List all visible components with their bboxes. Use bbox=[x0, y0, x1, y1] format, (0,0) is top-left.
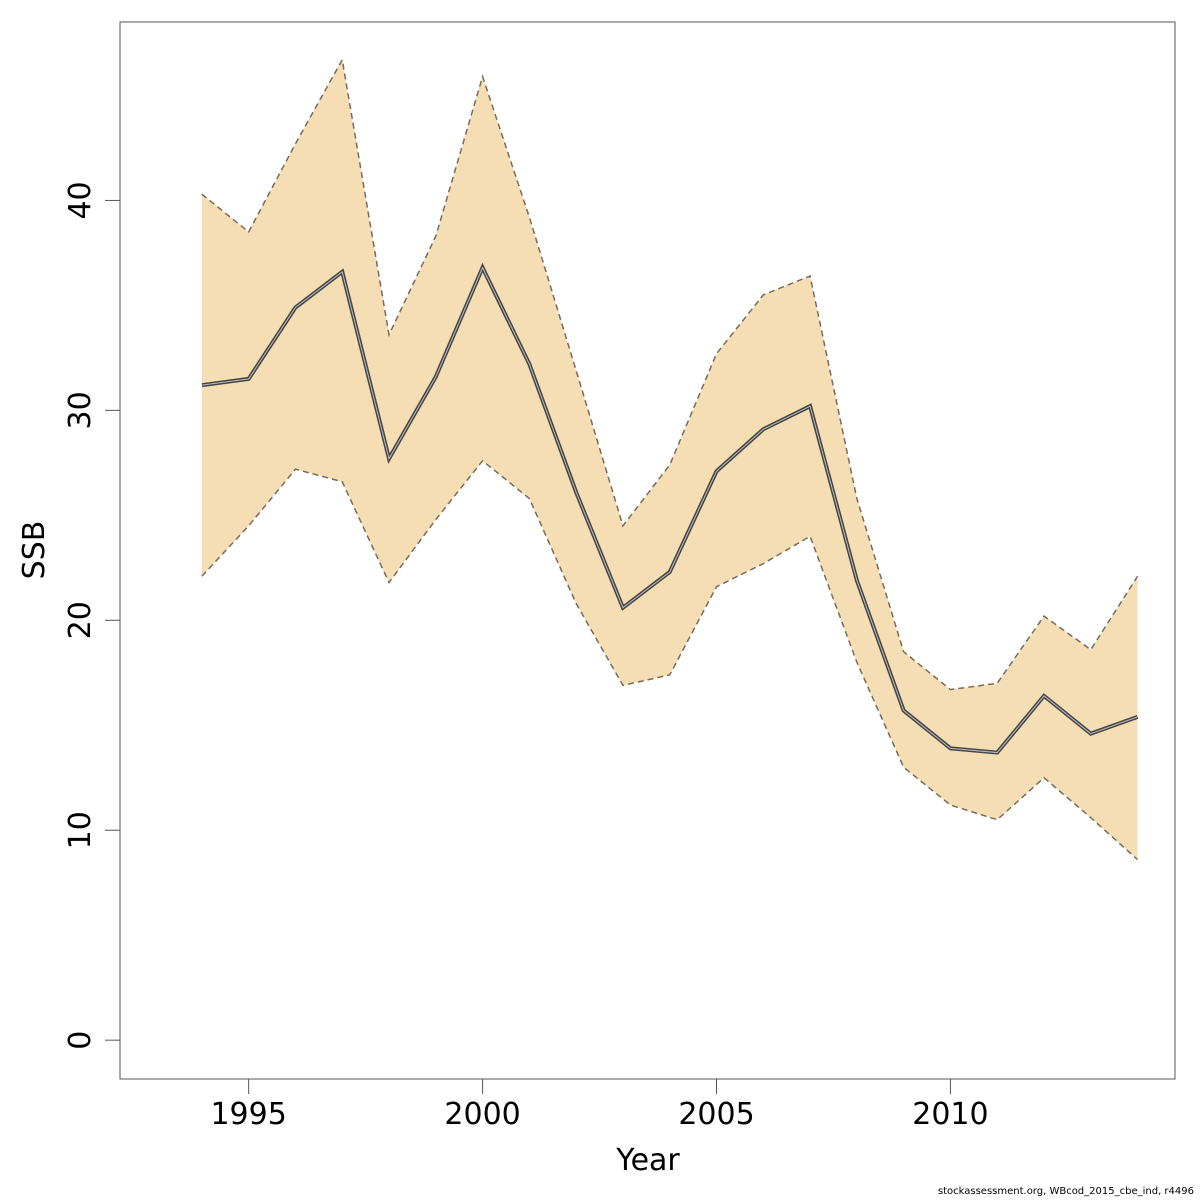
x-axis-title: Year bbox=[615, 1143, 680, 1178]
x-tick-label: 2000 bbox=[444, 1097, 520, 1132]
y-axis-title: SSB bbox=[17, 521, 52, 580]
y-tick-label: 20 bbox=[63, 601, 98, 639]
y-tick-label: 10 bbox=[63, 811, 98, 849]
ssb-estimate-line bbox=[201, 266, 1138, 754]
footer-credit: stockassessment.org, WBcod_2015_cbe_ind,… bbox=[937, 1186, 1194, 1197]
x-axis: 1995 2000 2005 2010 bbox=[210, 1079, 989, 1132]
y-axis: 0 10 20 30 40 bbox=[63, 181, 120, 1050]
x-tick-label: 2005 bbox=[678, 1097, 754, 1132]
plot-frame bbox=[119, 21, 1176, 1080]
x-tick-label: 1995 bbox=[210, 1097, 286, 1132]
y-tick-label: 30 bbox=[63, 391, 98, 429]
lower-bound-line bbox=[201, 459, 1139, 861]
x-tick-label: 2010 bbox=[912, 1097, 988, 1132]
y-tick-label: 0 bbox=[63, 1031, 98, 1050]
y-tick-label: 40 bbox=[63, 181, 98, 219]
upper-bound-line bbox=[201, 57, 1139, 691]
confidence-band bbox=[201, 59, 1138, 860]
